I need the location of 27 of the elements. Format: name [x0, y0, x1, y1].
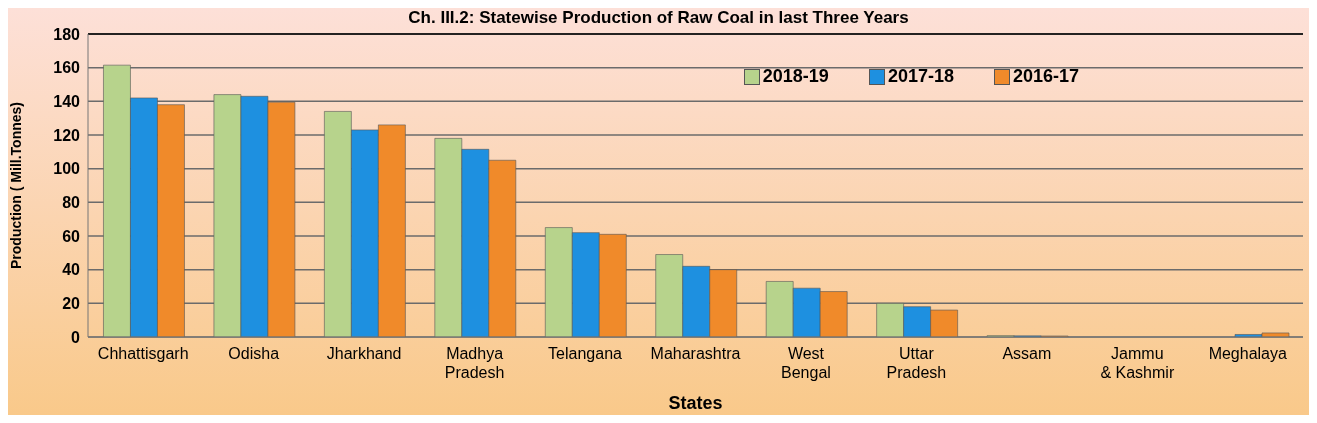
legend-label: 2016-17: [1012, 66, 1079, 87]
y-tick-label: 160: [53, 59, 81, 77]
x-tick-label: West Bengal: [781, 345, 831, 381]
y-tick-label: 20: [62, 295, 81, 313]
x-tick-label: Maharashtra: [650, 345, 741, 362]
x-tick-label: Uttar Pradesh: [886, 345, 947, 381]
y-tick-label: 0: [71, 328, 81, 346]
x-tick-label: Telangana: [548, 345, 623, 362]
x-tick-label: Chhattisgarh: [97, 345, 189, 362]
y-tick-label: 80: [62, 194, 81, 212]
x-tick-label: Jharkhand: [326, 345, 402, 362]
x-tick-label: Assam: [1002, 345, 1052, 362]
x-tick-label: Odisha: [228, 345, 280, 362]
x-tick-label: Madhya Pradesh: [444, 345, 505, 381]
y-tick-label: 180: [53, 25, 81, 43]
chart-title: Ch. III.2: Statewise Production of Raw Coal in last Three Years: [408, 8, 909, 27]
legend-label: 2017-18: [887, 66, 954, 87]
x-axis-title: States: [668, 393, 723, 413]
y-tick-label: 140: [53, 93, 81, 111]
legend-label: 2018-19: [762, 66, 829, 87]
y-tick-label: 100: [53, 160, 81, 178]
x-tick-label: Jammu & Kashmir: [1100, 345, 1175, 381]
y-tick-label: 120: [53, 126, 81, 144]
x-tick-label: Meghalaya: [1208, 345, 1288, 362]
y-tick-label: 60: [62, 227, 81, 245]
y-axis-title: Production ( Mill.Tonnes): [7, 102, 24, 269]
y-tick-label: 40: [62, 261, 81, 279]
